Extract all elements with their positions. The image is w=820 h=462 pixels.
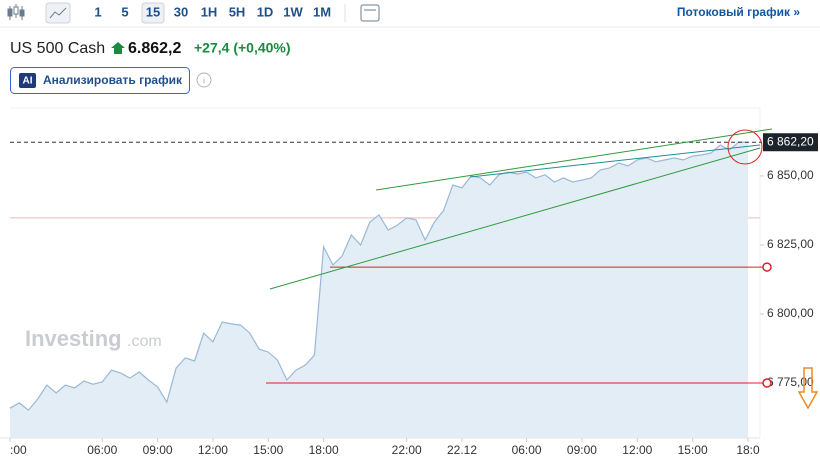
- y-tick-label: 6 850,00: [767, 168, 814, 182]
- interval-bar: 1 5 15 30 1H 5H 1D 1W 1M: [94, 4, 331, 19]
- x-tick-label: 09:00: [143, 443, 173, 457]
- trend-line: [375, 128, 773, 191]
- y-tick-label: 6 825,00: [767, 237, 814, 251]
- price: 6.862,2: [128, 40, 181, 57]
- selected-interval: [141, 2, 165, 24]
- info-icon-mark: i: [203, 75, 205, 85]
- x-tick-label: :00: [10, 443, 27, 457]
- ai-button-label: Анализировать график: [43, 73, 183, 87]
- instrument-name: US 500 Cash: [10, 40, 105, 57]
- x-tick-label: 22.12: [447, 443, 477, 457]
- x-tick-label: 22:00: [392, 443, 422, 457]
- x-tick-label: 18:0: [736, 443, 760, 457]
- price-line: [9, 141, 749, 411]
- interval[interactable]: 30: [174, 4, 188, 19]
- interval[interactable]: 5H: [229, 4, 246, 19]
- info-icon[interactable]: [196, 72, 212, 88]
- x-tick-label: 12:00: [198, 443, 228, 457]
- x-tick-label: 15:00: [678, 443, 708, 457]
- stream-link[interactable]: Потоковый график »: [677, 5, 800, 19]
- area-icon-line: [49, 7, 67, 19]
- interval[interactable]: 5: [121, 4, 128, 19]
- ai-badge: [19, 73, 36, 88]
- interval[interactable]: 1W: [283, 4, 303, 19]
- interval[interactable]: 1H: [201, 4, 218, 19]
- down-arrow: [797, 367, 819, 410]
- x-tick-label: 18:00: [309, 443, 339, 457]
- level-handle: [762, 378, 772, 388]
- x-tick-label: 15:00: [253, 443, 283, 457]
- area-fill: [10, 142, 748, 438]
- watermark-suffix: .com: [127, 333, 162, 350]
- x-tick-label: 09:00: [567, 443, 597, 457]
- interval[interactable]: 1: [94, 4, 101, 19]
- watermark: Investing: [25, 326, 122, 351]
- plot: 6 850,00 6 825,00 6 800,00 6 775,00 :00 06:00…: [9, 133, 818, 457]
- layout-icon[interactable]: [360, 4, 380, 22]
- x-tick-label: 06:00: [87, 443, 117, 457]
- interval[interactable]: 1D: [257, 4, 274, 19]
- trend-line: [269, 147, 761, 290]
- last-price-tag: [763, 133, 818, 152]
- trend-line: [469, 144, 761, 178]
- up-arrow: [111, 42, 125, 54]
- highlight-circle: [727, 129, 763, 165]
- ai-badge-text: AI: [23, 76, 33, 87]
- x-tick-label: 12:00: [622, 443, 652, 457]
- x-tick-label: 06:00: [512, 443, 542, 457]
- y-tick-label: 6 775,00: [767, 375, 814, 389]
- candles-icon[interactable]: [7, 4, 25, 20]
- ai-button[interactable]: [10, 67, 190, 94]
- change: +27,4 (+0,40%): [194, 40, 291, 56]
- interval[interactable]: 1M: [313, 4, 331, 19]
- interval[interactable]: 15: [146, 4, 160, 19]
- y-tick-label: 6 800,00: [767, 306, 814, 320]
- level-handle: [762, 262, 772, 272]
- last-price-label: 6 862,20: [767, 134, 814, 148]
- area-icon[interactable]: [45, 2, 71, 24]
